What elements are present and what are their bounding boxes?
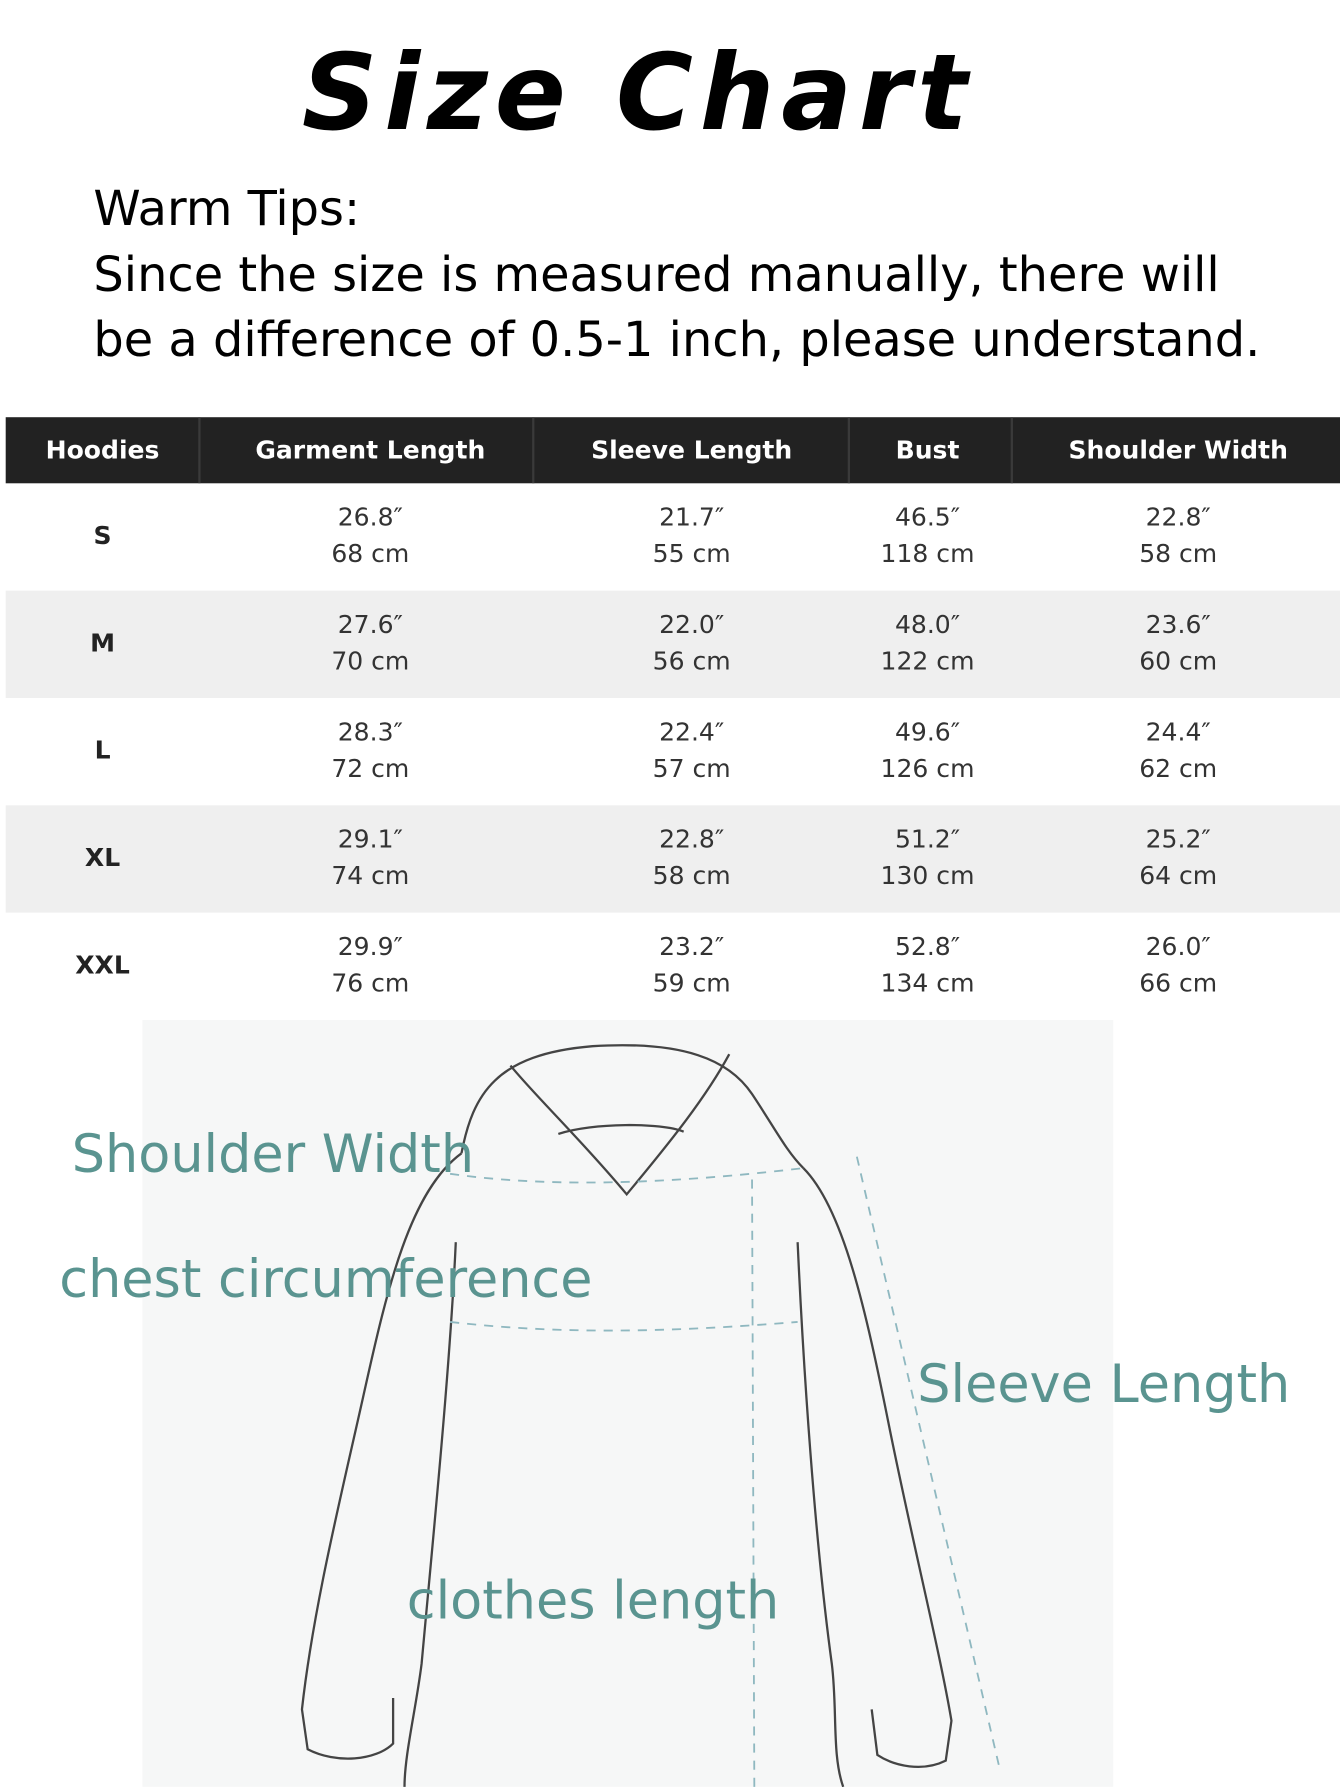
size-table: Hoodies Garment Length Sleeve Length Bust Sh…: [5, 417, 1340, 998]
size-label: XL: [85, 843, 120, 872]
table-header-bg: [5, 417, 1340, 484]
cell-inch: 27.6″: [338, 610, 403, 639]
cell-inch: 48.0″: [895, 610, 960, 639]
diagram-label: chest circumference: [59, 1249, 592, 1310]
cell-cm: 118 cm: [881, 539, 975, 568]
cell-inch: 22.8″: [659, 825, 724, 854]
row-bg: [5, 590, 1340, 698]
cell-cm: 58 cm: [1139, 539, 1217, 568]
cell-inch: 24.4″: [1146, 717, 1211, 746]
cell-inch: 26.8″: [338, 503, 403, 532]
cell-inch: 22.4″: [659, 717, 724, 746]
column-header: Shoulder Width: [1068, 435, 1287, 464]
tips-line: Since the size is measured manually, the…: [93, 248, 1219, 303]
cell-cm: 72 cm: [331, 754, 409, 783]
row-bg: [5, 805, 1340, 913]
cell-cm: 134 cm: [881, 969, 975, 998]
column-header: Bust: [896, 435, 960, 464]
cell-inch: 46.5″: [895, 503, 960, 532]
tips-heading: Warm Tips:: [93, 182, 360, 237]
cell-cm: 59 cm: [653, 969, 731, 998]
cell-cm: 56 cm: [653, 647, 731, 676]
cell-cm: 122 cm: [881, 647, 975, 676]
diagram-labels: Shoulder Width chest circumference Sleev…: [59, 1124, 1290, 1632]
cell-cm: 126 cm: [881, 754, 975, 783]
diagram-label: Shoulder Width: [72, 1124, 474, 1185]
cell-inch: 23.2″: [659, 932, 724, 961]
size-label: XXL: [75, 950, 130, 979]
cell-inch: 26.0″: [1146, 932, 1211, 961]
cell-cm: 76 cm: [331, 969, 409, 998]
cell-inch: 49.6″: [895, 717, 960, 746]
cell-inch: 21.7″: [659, 503, 724, 532]
column-header: Hoodies: [46, 435, 160, 464]
cell-inch: 22.8″: [1146, 503, 1211, 532]
column-header: Sleeve Length: [591, 435, 792, 464]
diagram-label: Sleeve Length: [917, 1354, 1290, 1415]
cell-cm: 57 cm: [653, 754, 731, 783]
cell-cm: 66 cm: [1139, 969, 1217, 998]
title: Size Chart: [302, 32, 974, 154]
cell-cm: 64 cm: [1139, 861, 1217, 890]
cell-inch: 25.2″: [1146, 825, 1211, 854]
hoodie-drawing: [300, 1044, 1002, 1787]
size-label: L: [95, 736, 111, 765]
size-label: M: [90, 628, 115, 657]
cell-cm: 68 cm: [331, 539, 409, 568]
cell-cm: 55 cm: [653, 539, 731, 568]
column-header: Garment Length: [255, 435, 485, 464]
diagram-bg: [142, 1019, 1114, 1787]
cell-cm: 70 cm: [331, 647, 409, 676]
cell-cm: 130 cm: [881, 861, 975, 890]
cell-cm: 74 cm: [331, 861, 409, 890]
cell-inch: 29.1″: [338, 825, 403, 854]
cell-inch: 22.0″: [659, 610, 724, 639]
cell-inch: 28.3″: [338, 717, 403, 746]
size-label: S: [94, 521, 112, 550]
diagram-label: clothes length: [407, 1571, 779, 1632]
cell-inch: 52.8″: [895, 932, 960, 961]
tips-line: be a difference of 0.5-1 inch, please un…: [93, 313, 1260, 368]
cell-cm: 62 cm: [1139, 754, 1217, 783]
cell-inch: 23.6″: [1146, 610, 1211, 639]
cell-cm: 60 cm: [1139, 647, 1217, 676]
cell-inch: 29.9″: [338, 932, 403, 961]
cell-cm: 58 cm: [653, 861, 731, 890]
cell-inch: 51.2″: [895, 825, 960, 854]
